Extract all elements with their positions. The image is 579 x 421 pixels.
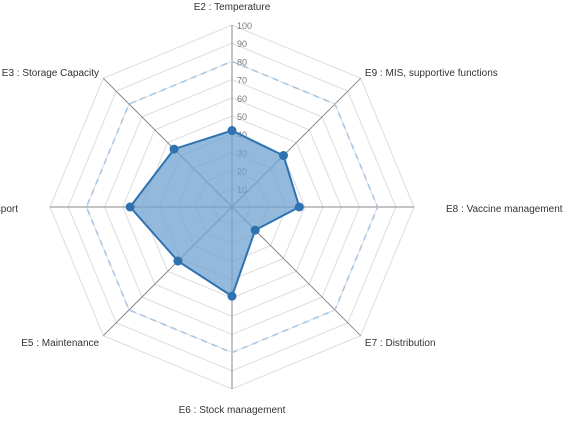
axis-label: E7 : Distribution (365, 338, 436, 349)
radial-tick-label: 80 (237, 57, 247, 67)
data-point[interactable] (294, 202, 304, 212)
data-point[interactable] (125, 202, 135, 212)
axis-label: E9 : MIS, supportive functions (365, 68, 498, 79)
radial-tick-label: 100 (237, 21, 252, 31)
series-filled-area (128, 129, 301, 298)
radial-tick-label: 60 (237, 94, 247, 104)
data-point[interactable] (278, 151, 288, 161)
radial-tick-label: 70 (237, 76, 247, 86)
data-point[interactable] (173, 256, 183, 266)
radial-tick-label: 90 (237, 39, 247, 49)
radial-tick-label: 50 (237, 112, 247, 122)
axis-label: E8 : Vaccine management (446, 204, 563, 215)
axis-label: E3 : Storage Capacity (2, 68, 99, 79)
axis-label: E6 : Stock management (179, 405, 286, 416)
axis-label: E5 : Maintenance (21, 338, 99, 349)
data-point[interactable] (250, 225, 260, 235)
series-layer (85, 60, 379, 354)
axis-label: E4 : Buildings, equipment, transport (0, 204, 18, 215)
axis-label: E2 : Temperature (194, 2, 271, 13)
axis-labels: E2 : Temperature E9 : MIS, supportive fun… (0, 2, 563, 416)
data-point[interactable] (227, 291, 237, 301)
series-dashed-line (85, 60, 379, 354)
data-point[interactable] (169, 144, 179, 154)
data-point[interactable] (227, 126, 237, 136)
